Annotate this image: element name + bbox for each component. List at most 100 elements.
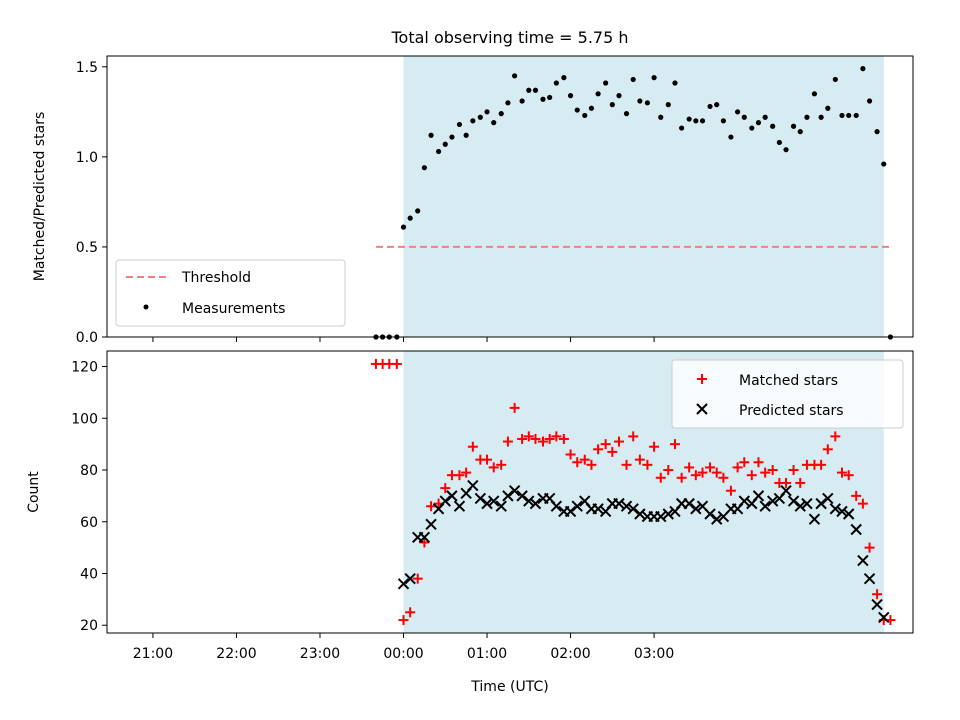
predicted-star-point [822, 492, 834, 505]
matched-star-point [509, 402, 520, 413]
measurement-point [728, 134, 734, 140]
measurement-point [770, 123, 776, 129]
predicted-star-point [488, 495, 500, 507]
measurement-point [783, 147, 789, 153]
time-axis-label: Time (UTC) [470, 679, 548, 695]
measurement-point [561, 75, 567, 81]
measurement-point [532, 87, 539, 93]
measurement-point [498, 111, 504, 117]
matched-star-point [593, 444, 604, 455]
matched-star-point [488, 462, 499, 473]
time-x-tick-label: 03:00 [634, 646, 674, 662]
count-panel: 20 40 60 80 100 120 21:00 22:00 23:00 00:00 01:00… [26, 350, 914, 695]
measurement-point [574, 107, 580, 113]
observing-window-span [403, 56, 884, 337]
measurement-point [588, 105, 595, 111]
predicted-star-point [815, 497, 827, 510]
matched-star-point [634, 454, 645, 465]
observing-span-rect [403, 56, 884, 337]
measurement-point [735, 109, 741, 115]
predicted-star-point [857, 554, 869, 567]
measurement-point [637, 98, 643, 104]
count-legend: Matched stars Predicted stars [671, 359, 904, 429]
matched-star-points [370, 358, 896, 626]
measurement-point [616, 93, 622, 99]
legend-predicted-swatch [696, 403, 708, 415]
predicted-star-point [787, 495, 800, 507]
matched-star-point [530, 433, 541, 444]
matched-star-point [837, 467, 848, 478]
legend-measurement-label: Measurements [182, 301, 285, 317]
matched-star-point [705, 462, 716, 473]
matched-star-point [391, 358, 402, 369]
measurement-point [519, 98, 525, 104]
measurement-point [511, 73, 518, 79]
measurement-point [456, 121, 463, 128]
predicted-star-point [711, 513, 723, 525]
measurement-point [491, 120, 497, 126]
measurement-point [582, 112, 588, 119]
ratio-legend-box [115, 259, 346, 327]
measurement-point [540, 96, 546, 102]
measurement-point [707, 103, 713, 110]
time-x-ticks: 21:00 22:00 23:00 00:00 01:00 02:00 03:00 [133, 633, 674, 662]
matched-star-point [663, 465, 674, 476]
measurement-point [693, 118, 699, 124]
time-x-tick-label: 00:00 [383, 646, 423, 662]
matched-star-point [684, 462, 695, 473]
measurement-point [630, 76, 636, 83]
predicted-star-point [620, 500, 633, 512]
measurement-point [720, 118, 727, 124]
count-legend-box [671, 359, 904, 429]
count-y-tick-label: 60 [80, 515, 98, 531]
predicted-star-point [481, 497, 493, 510]
measurement-point [686, 116, 692, 122]
predicted-star-point [836, 505, 848, 518]
measurement-points [373, 66, 894, 340]
measurement-point [755, 120, 762, 126]
matched-star-point [496, 459, 507, 470]
measurement-point [699, 118, 706, 124]
predicted-star-point [780, 484, 792, 497]
count-y-tick-label: 20 [80, 618, 98, 634]
measurement-point [407, 215, 413, 221]
matched-star-point [600, 439, 611, 450]
matched-star-point [816, 459, 827, 470]
predicted-star-point [766, 495, 779, 507]
count-y-tick-label: 80 [80, 463, 98, 479]
measurement-point [846, 112, 852, 119]
matched-star-point [725, 485, 736, 496]
predicted-star-point [495, 500, 507, 512]
ratio-y-tick-label: 0.0 [76, 330, 98, 346]
matched-star-point [753, 457, 764, 468]
matched-star-point [746, 470, 757, 481]
matched-star-point [857, 498, 868, 509]
matched-star-point [558, 433, 569, 444]
predicted-star-point [794, 500, 806, 512]
measurement-point [658, 114, 664, 120]
predicted-star-point [842, 508, 855, 520]
matched-star-point [851, 490, 862, 501]
legend-threshold-label: Threshold [181, 270, 251, 286]
time-x-tick-label: 02:00 [550, 646, 590, 662]
matched-star-point [579, 454, 590, 465]
predicted-star-points [397, 479, 890, 624]
matched-star-point [502, 436, 513, 447]
matched-star-point [426, 501, 437, 512]
measurement-point [866, 98, 873, 104]
predicted-star-point [662, 508, 674, 520]
measurement-point [567, 93, 574, 99]
measurement-point [415, 208, 421, 214]
matched-star-point [795, 477, 806, 488]
measurement-point [825, 105, 831, 111]
measurement-point [623, 111, 630, 117]
predicted-star-point [752, 490, 765, 502]
matched-star-point [398, 615, 409, 626]
measurement-point [741, 114, 747, 120]
legend-matched-swatch [697, 374, 707, 384]
measurement-point [484, 109, 490, 115]
predicted-star-point [439, 495, 451, 507]
measurement-point [762, 114, 768, 120]
count-plot-frame [106, 350, 914, 634]
predicted-star-point [529, 497, 542, 510]
